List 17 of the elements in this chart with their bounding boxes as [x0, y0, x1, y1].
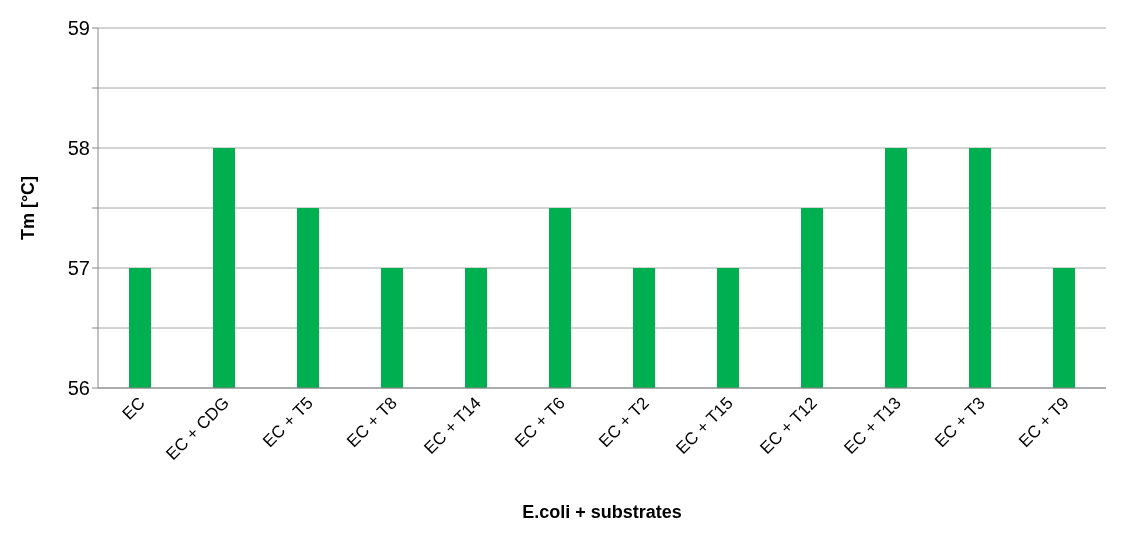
- y-tick-label: 57: [67, 257, 90, 280]
- y-axis-title: Tm [°C]: [18, 175, 39, 241]
- x-tick-label: EC: [118, 393, 149, 424]
- x-tick-label: EC + T15: [672, 393, 737, 458]
- x-tick-label: EC + T14: [420, 393, 485, 458]
- x-axis-title: E.coli + substrates: [522, 502, 682, 522]
- x-tick-label: EC + T2: [595, 393, 653, 452]
- x-tick-label: EC + T8: [343, 393, 401, 452]
- y-tick-label: 56: [67, 377, 90, 400]
- y-tick-label: 58: [67, 137, 90, 160]
- x-tick-label: EC + T3: [931, 393, 989, 452]
- x-tick-label: EC + T9: [1015, 393, 1073, 452]
- x-tick-label: EC + T13: [840, 393, 905, 458]
- x-tick-label: EC + T6: [511, 393, 569, 452]
- x-tick-label: EC + T12: [756, 393, 821, 458]
- x-tick-label: EC + T5: [259, 393, 317, 452]
- y-tick-label: 59: [67, 17, 90, 40]
